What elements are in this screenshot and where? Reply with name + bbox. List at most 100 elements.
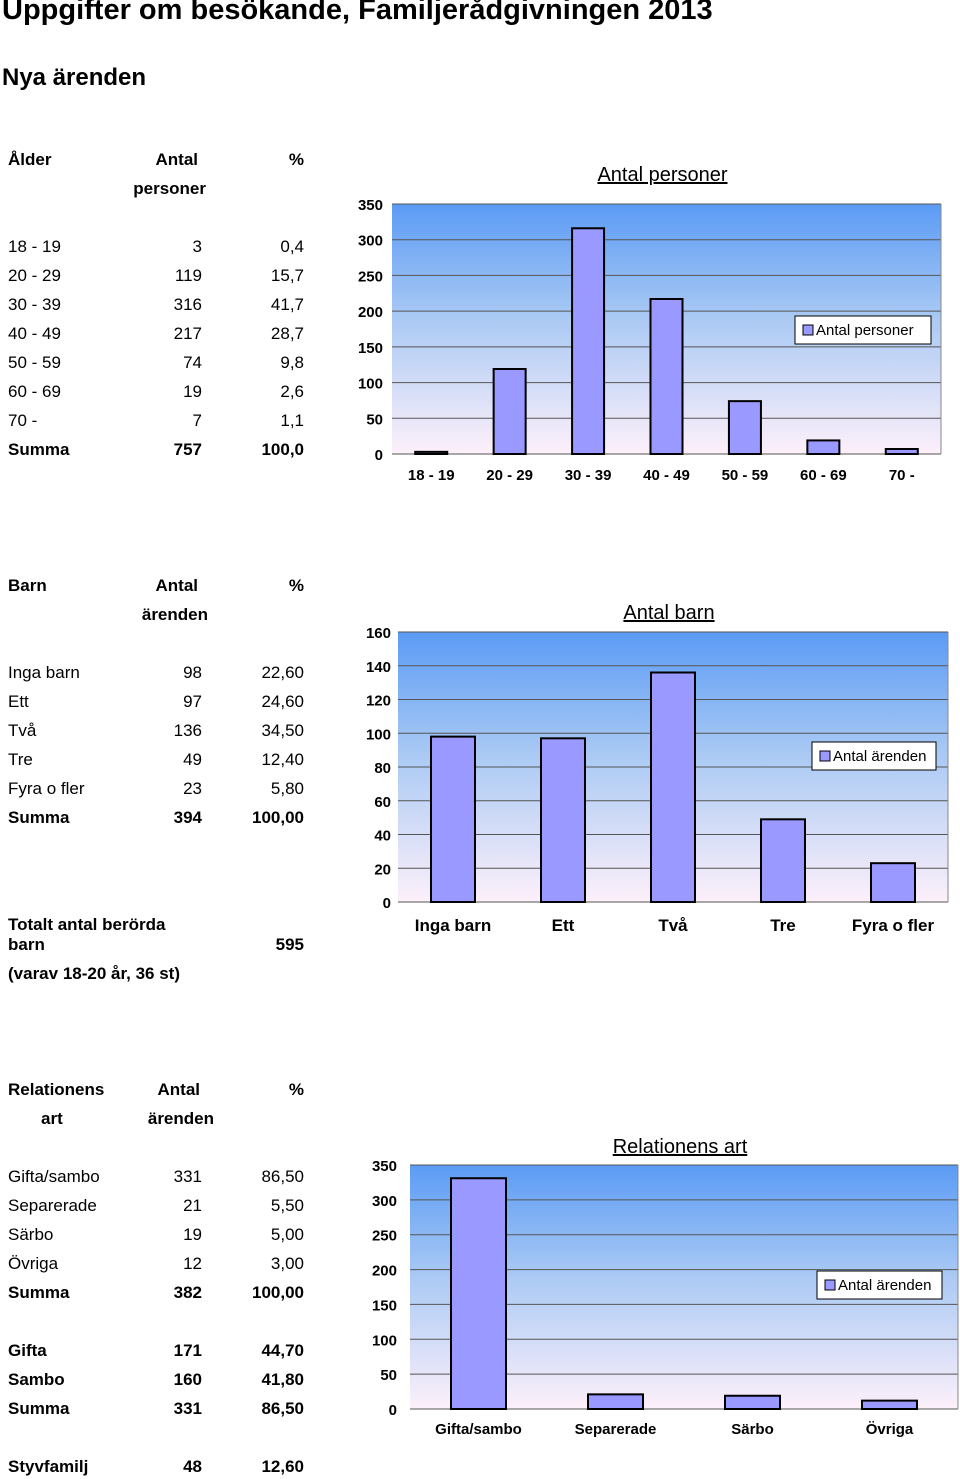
y-tick-label: 50 bbox=[380, 1367, 397, 1384]
cell: Separerade bbox=[8, 1196, 97, 1215]
cell: 394 bbox=[173, 808, 202, 827]
table-subheader: art ärenden bbox=[8, 1109, 308, 1131]
cell: 24,60 bbox=[261, 692, 304, 711]
x-category-label: Tre bbox=[770, 916, 796, 935]
cell: Särbo bbox=[8, 1225, 54, 1244]
cell: 171 bbox=[173, 1341, 202, 1360]
chart-1: 0 20 40 60 80 100 120 140 160 Antal barn Inga barn… bbox=[366, 602, 949, 935]
table-row: Gifta/sambo 331 86,50 bbox=[8, 1167, 308, 1189]
cell: 5,00 bbox=[270, 1225, 304, 1244]
table-row: Ett 97 24,60 bbox=[8, 692, 308, 714]
legend-label: Antal personer bbox=[816, 322, 914, 339]
cell: Tre bbox=[8, 750, 33, 769]
bar bbox=[587, 1393, 644, 1410]
x-category-label: Ett bbox=[552, 916, 575, 935]
bar bbox=[540, 737, 586, 903]
bar bbox=[724, 1394, 781, 1410]
note-text: (varav 18-20 år, 36 st) bbox=[8, 964, 181, 983]
page-subtitle: Nya ärenden bbox=[2, 64, 147, 91]
legend-swatch bbox=[819, 750, 831, 762]
bar bbox=[430, 735, 476, 903]
x-category-label: Inga barn bbox=[415, 916, 492, 935]
cell: 41,80 bbox=[261, 1370, 304, 1389]
y-tick-label: 100 bbox=[358, 376, 383, 393]
legend-label: Antal ärenden bbox=[838, 1277, 931, 1294]
column-subheader: ärenden bbox=[141, 605, 208, 624]
cell: 98 bbox=[183, 663, 202, 682]
x-category-label: 18 - 19 bbox=[408, 467, 455, 484]
cell: 41,7 bbox=[270, 295, 304, 314]
x-category-label: Gifta/sambo bbox=[435, 1421, 522, 1438]
plot-area bbox=[398, 632, 948, 902]
y-tick-label: 350 bbox=[358, 197, 383, 214]
chart-title: Antal barn bbox=[623, 602, 714, 624]
chart-title: Antal personer bbox=[597, 164, 727, 186]
cell: Övriga bbox=[8, 1254, 59, 1273]
chart-title: Relationens art bbox=[613, 1136, 748, 1158]
cell: 136 bbox=[173, 721, 202, 740]
cell: 19 bbox=[183, 1225, 202, 1244]
cell: 9,8 bbox=[280, 353, 304, 372]
column-header: Antal bbox=[155, 576, 199, 595]
x-category-label: 50 - 59 bbox=[722, 467, 769, 484]
cell: 160 bbox=[173, 1370, 202, 1389]
table-row: 30 - 39 316 41,7 bbox=[8, 295, 308, 317]
cell: Fyra o fler bbox=[8, 779, 85, 798]
y-tick-label: 150 bbox=[358, 340, 383, 357]
chart-0: 0 50 100 150 200 250 300 350 Antal personer 18 - … bbox=[358, 164, 942, 484]
bar bbox=[806, 439, 841, 455]
y-tick-label: 40 bbox=[374, 828, 391, 845]
cell: 757 bbox=[173, 440, 202, 459]
cell: 49 bbox=[183, 750, 202, 769]
cell: 3 bbox=[192, 237, 202, 256]
cell: 2,6 bbox=[280, 382, 304, 401]
table-subheader: ärenden bbox=[8, 605, 308, 627]
cell: 331 bbox=[173, 1399, 202, 1418]
page-title: Uppgifter om besökande, Familjerådgivnin… bbox=[2, 0, 713, 26]
total-label-line1: Totalt antal berörda bbox=[8, 915, 308, 937]
table-row: Sambo 160 41,80 bbox=[8, 1370, 308, 1392]
y-tick-label: 150 bbox=[372, 1297, 397, 1314]
y-tick-label: 200 bbox=[372, 1263, 397, 1280]
cell: 12,60 bbox=[261, 1457, 304, 1476]
cell: 50 - 59 bbox=[8, 353, 61, 372]
cell: Sambo bbox=[8, 1370, 65, 1389]
total-label: barn bbox=[8, 935, 45, 954]
cell: 0,4 bbox=[280, 237, 304, 256]
y-tick-label: 300 bbox=[358, 233, 383, 250]
cell: Summa bbox=[8, 1399, 70, 1418]
y-tick-label: 250 bbox=[358, 268, 383, 285]
cell: 34,50 bbox=[261, 721, 304, 740]
column-header: % bbox=[288, 150, 304, 169]
cell: 60 - 69 bbox=[8, 382, 61, 401]
bar bbox=[727, 400, 762, 455]
cell: 100,00 bbox=[252, 808, 304, 827]
y-tick-label: 140 bbox=[366, 659, 391, 676]
table-subheader: personer bbox=[8, 179, 308, 201]
cell: 20 - 29 bbox=[8, 266, 61, 285]
column-header: % bbox=[288, 1080, 304, 1099]
cell: 12,40 bbox=[261, 750, 304, 769]
x-category-label: Fyra o fler bbox=[852, 916, 935, 935]
table-header: Ålder Antal % bbox=[8, 150, 308, 172]
cell: 100,00 bbox=[252, 1283, 304, 1302]
legend-swatch bbox=[802, 324, 814, 336]
cell: Summa bbox=[8, 1283, 70, 1302]
bar bbox=[571, 227, 606, 455]
table-row: 60 - 69 19 2,6 bbox=[8, 382, 308, 404]
cell: 5,50 bbox=[270, 1196, 304, 1215]
y-tick-label: 100 bbox=[366, 726, 391, 743]
column-header: Antal bbox=[155, 150, 199, 169]
column-subheader: personer bbox=[133, 179, 206, 198]
note-row: (varav 18-20 år, 36 st) bbox=[8, 964, 308, 986]
y-tick-label: 250 bbox=[372, 1228, 397, 1245]
table-row: Tre 49 12,40 bbox=[8, 750, 308, 772]
cell: 74 bbox=[183, 353, 202, 372]
sum-row: Summa 757 100,0 bbox=[8, 440, 308, 462]
column-header: Antal bbox=[157, 1080, 201, 1099]
cell: 217 bbox=[173, 324, 202, 343]
cell: Styvfamilj bbox=[8, 1457, 89, 1476]
column-subheader: art bbox=[41, 1109, 63, 1128]
cell: Summa bbox=[8, 808, 70, 827]
table-row: 18 - 19 3 0,4 bbox=[8, 237, 308, 259]
